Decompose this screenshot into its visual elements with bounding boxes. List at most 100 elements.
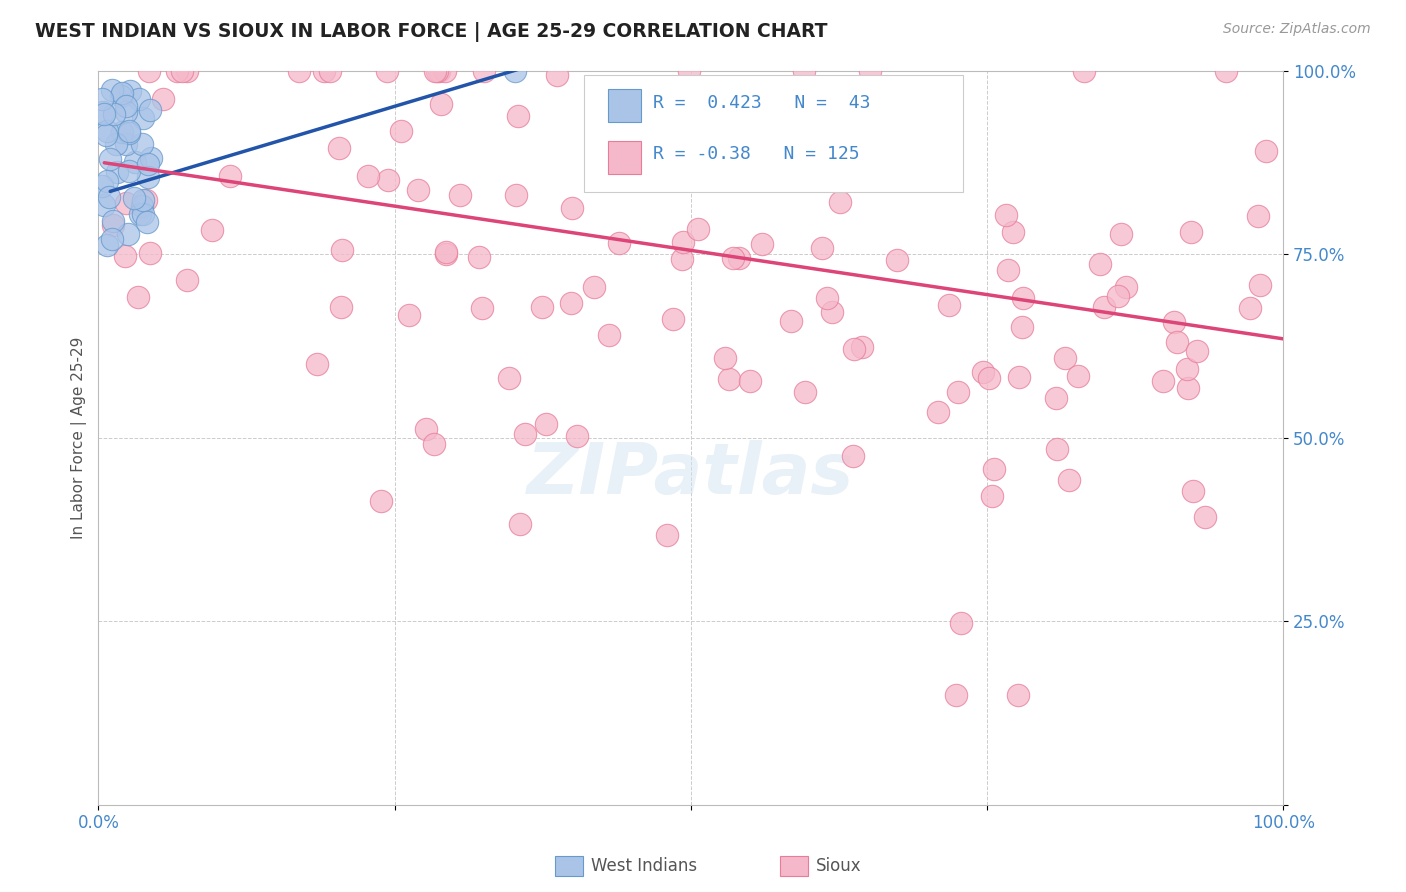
Point	[567, 428, 589, 442]
Point	[467, 250, 489, 264]
Point	[398, 308, 420, 322]
Point	[842, 450, 865, 464]
Point	[312, 64, 335, 78]
Point	[979, 371, 1001, 385]
Point	[995, 208, 1018, 222]
Point	[93, 107, 115, 121]
Point	[135, 193, 157, 207]
Point	[686, 221, 709, 235]
Point	[172, 64, 194, 78]
Point	[449, 187, 471, 202]
Point	[1249, 278, 1271, 293]
Bar	[607, 141, 641, 174]
Point	[132, 111, 155, 125]
Point	[427, 64, 450, 78]
Point	[377, 172, 399, 186]
Point	[1054, 351, 1077, 366]
Bar	[607, 89, 641, 122]
Point	[389, 124, 412, 138]
Text: WEST INDIAN VS SIOUX IN LABOR FORCE | AGE 25-29 CORRELATION CHART: WEST INDIAN VS SIOUX IN LABOR FORCE | AG…	[35, 22, 828, 42]
Point	[598, 328, 620, 343]
Point	[118, 84, 141, 98]
Point	[118, 126, 141, 140]
Point	[811, 242, 834, 256]
Point	[1166, 335, 1188, 350]
Point	[1181, 483, 1204, 498]
FancyBboxPatch shape	[583, 75, 963, 192]
Point	[430, 97, 453, 112]
Point	[139, 103, 162, 117]
Point	[219, 169, 242, 183]
Point	[472, 64, 495, 78]
Point	[515, 427, 537, 442]
Point	[115, 136, 138, 151]
Point	[1177, 381, 1199, 395]
Point	[96, 174, 118, 188]
Point	[131, 207, 153, 221]
Point	[721, 252, 744, 266]
Point	[176, 273, 198, 287]
Point	[1007, 688, 1029, 702]
Point	[118, 124, 141, 138]
Point	[506, 109, 529, 123]
Point	[583, 280, 606, 294]
Point	[946, 384, 969, 399]
Point	[94, 128, 117, 143]
Point	[114, 249, 136, 263]
Point	[375, 64, 398, 78]
Point	[415, 422, 437, 436]
Point	[815, 291, 838, 305]
Point	[1073, 64, 1095, 78]
Point	[434, 244, 457, 259]
Point	[136, 157, 159, 171]
Point	[772, 115, 794, 129]
Point	[111, 86, 134, 100]
Point	[980, 489, 1002, 503]
Point	[1109, 227, 1132, 242]
Point	[561, 201, 583, 215]
Point	[105, 165, 128, 179]
Point	[779, 314, 801, 328]
Point	[330, 243, 353, 257]
Point	[139, 245, 162, 260]
Point	[93, 197, 115, 211]
Point	[128, 92, 150, 106]
Point	[101, 232, 124, 246]
Point	[1247, 209, 1270, 223]
Text: Source: ZipAtlas.com: Source: ZipAtlas.com	[1223, 22, 1371, 37]
Point	[422, 437, 444, 451]
Point	[1045, 391, 1067, 405]
Point	[122, 191, 145, 205]
Point	[751, 236, 773, 251]
Point	[136, 170, 159, 185]
Point	[505, 64, 527, 78]
Point	[110, 124, 132, 138]
Point	[1256, 144, 1278, 158]
Point	[135, 215, 157, 229]
Point	[972, 365, 994, 379]
Point	[1008, 370, 1031, 384]
Point	[859, 64, 882, 78]
Point	[96, 237, 118, 252]
Point	[115, 105, 138, 120]
Point	[127, 290, 149, 304]
Point	[117, 227, 139, 242]
Point	[505, 187, 527, 202]
Point	[983, 462, 1005, 476]
Point	[1011, 291, 1033, 305]
Point	[91, 179, 114, 194]
Y-axis label: In Labor Force | Age 25-29: In Labor Force | Age 25-29	[72, 336, 87, 539]
Point	[105, 137, 128, 152]
Point	[471, 301, 494, 316]
Point	[1088, 257, 1111, 271]
Point	[830, 194, 852, 209]
Point	[370, 494, 392, 508]
Text: West Indians: West Indians	[591, 857, 696, 875]
Text: ZIPatlas: ZIPatlas	[527, 440, 855, 509]
Point	[1067, 368, 1090, 383]
Point	[693, 161, 716, 176]
Point	[599, 96, 621, 111]
Point	[949, 616, 972, 631]
Point	[131, 136, 153, 151]
Point	[357, 169, 380, 184]
